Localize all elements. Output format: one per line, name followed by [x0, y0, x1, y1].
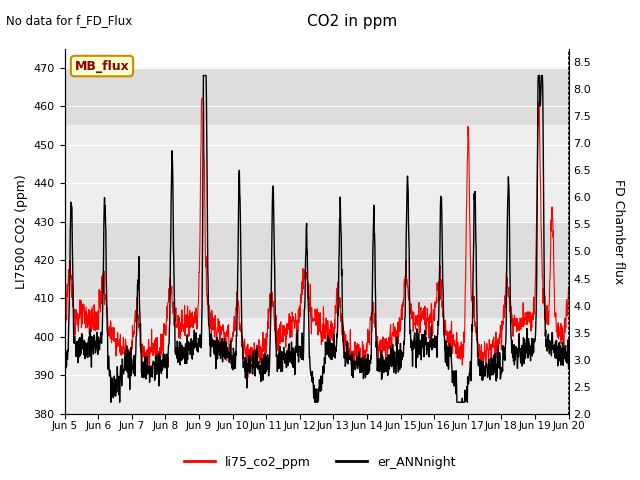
- Bar: [65, 222, 568, 318]
- Text: MB_flux: MB_flux: [75, 60, 129, 72]
- Y-axis label: LI7500 CO2 (ppm): LI7500 CO2 (ppm): [15, 174, 28, 288]
- Bar: [65, 68, 568, 125]
- Bar: [65, 318, 568, 414]
- Bar: [65, 125, 568, 222]
- Y-axis label: FD Chamber flux: FD Chamber flux: [612, 179, 625, 284]
- Text: CO2 in ppm: CO2 in ppm: [307, 14, 397, 29]
- Legend: li75_co2_ppm, er_ANNnight: li75_co2_ppm, er_ANNnight: [179, 451, 461, 474]
- Text: No data for f_FD_Flux: No data for f_FD_Flux: [6, 14, 132, 27]
